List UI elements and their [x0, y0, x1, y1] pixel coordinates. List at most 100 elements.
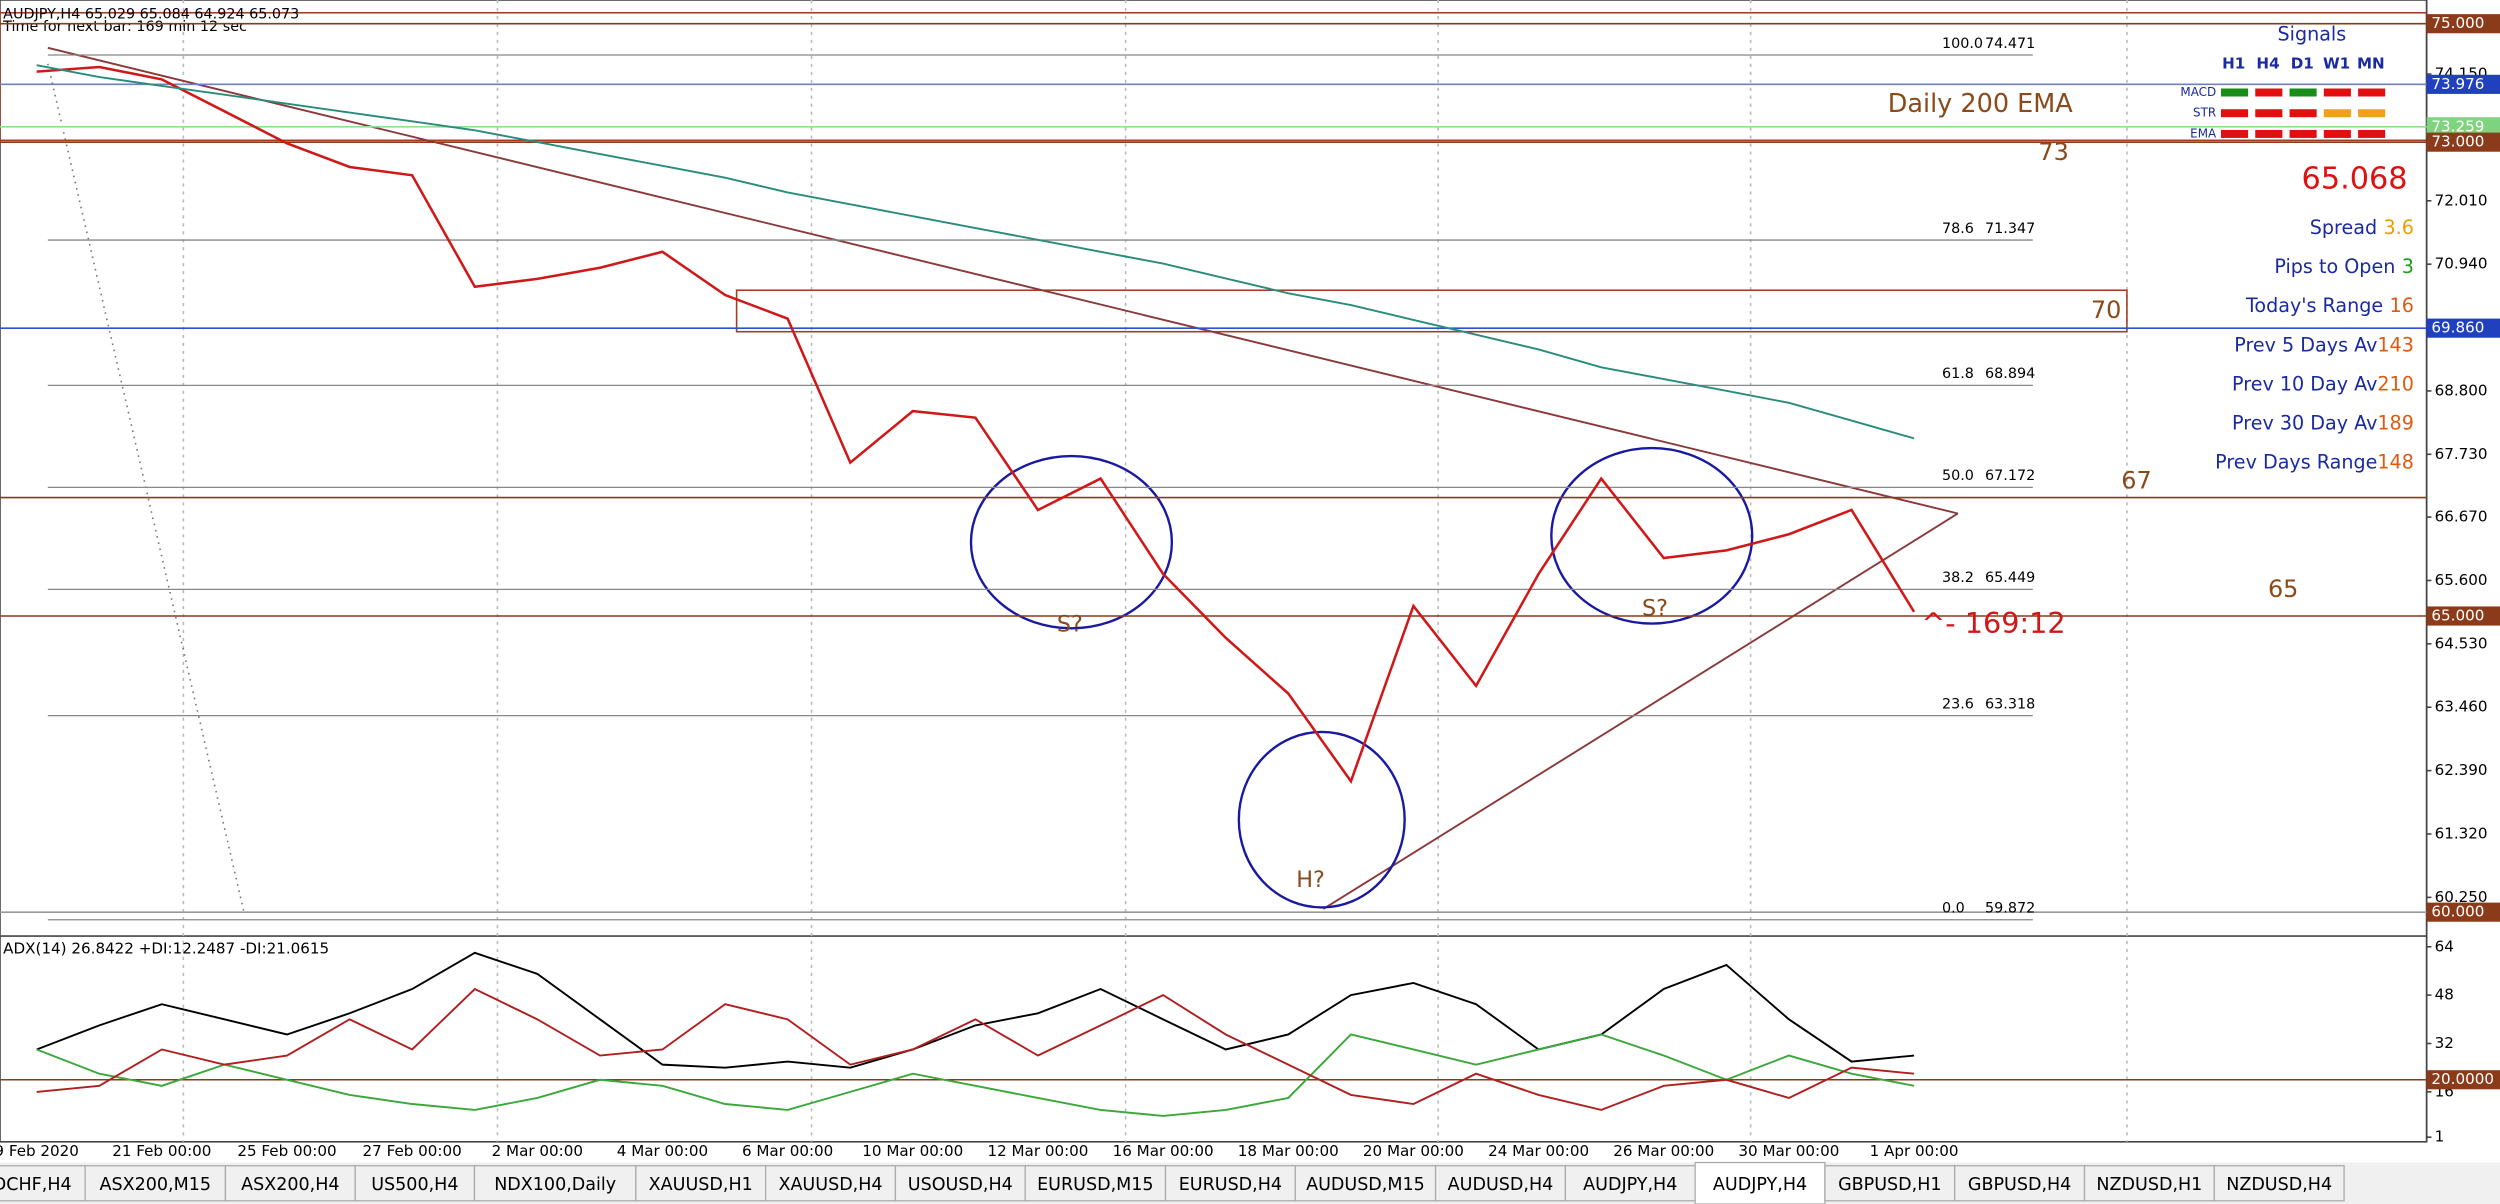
- signal-cell: [2220, 129, 2249, 138]
- tab-label[interactable]: US500,H4: [371, 1175, 458, 1195]
- tab-shape[interactable]: [1954, 1165, 2086, 1202]
- pattern-circle: [1550, 446, 1754, 625]
- tab-label[interactable]: XAUUSD,H1: [649, 1175, 753, 1195]
- tab[interactable]: AUDJPY,H4: [1694, 1161, 1826, 1204]
- tab[interactable]: GBPUSD,H1: [1824, 1165, 1956, 1202]
- tab-label[interactable]: XAUUSD,H4: [778, 1175, 882, 1195]
- price-box: [2426, 132, 2500, 152]
- tab-label[interactable]: GBPUSD,H4: [1968, 1175, 2071, 1195]
- series-line: [36, 64, 1915, 440]
- tab-label[interactable]: NDX100,Daily: [494, 1175, 616, 1195]
- tab[interactable]: AUDJPY,H4: [1564, 1165, 1696, 1202]
- fib-price: 67.172: [1985, 468, 2035, 484]
- stat-row: Prev Days Range148: [2215, 450, 2414, 473]
- tab[interactable]: ASX200,M15: [84, 1165, 227, 1202]
- fib-price: 59.872: [1985, 901, 2035, 917]
- tab[interactable]: USOUSD,H4: [894, 1165, 1026, 1202]
- tab-shape[interactable]: [1564, 1165, 1696, 1202]
- tab[interactable]: EURUSD,M15: [1024, 1165, 1167, 1202]
- tab-label[interactable]: NZDUSD,H1: [2096, 1175, 2202, 1195]
- tab[interactable]: USDCHF,H4: [0, 1165, 86, 1202]
- tab[interactable]: ASX200,H4: [224, 1165, 356, 1202]
- tab-shape[interactable]: [354, 1165, 476, 1202]
- current-price: 65.068: [2302, 162, 2408, 197]
- tab-label[interactable]: ASX200,M15: [100, 1175, 211, 1195]
- stat-label: Spread: [2310, 216, 2377, 239]
- y-tick-label: 32: [2435, 1034, 2454, 1052]
- tab-label[interactable]: USOUSD,H4: [908, 1175, 1013, 1195]
- signal-column: H4: [2256, 54, 2279, 72]
- annotation: 73: [2038, 138, 2068, 166]
- fib-price: 65.449: [1985, 570, 2035, 586]
- price-box: [2426, 318, 2500, 338]
- tab[interactable]: XAUUSD,H4: [764, 1165, 897, 1202]
- signal-column: MN: [2357, 54, 2385, 72]
- tab-label[interactable]: AUDUSD,M15: [1306, 1175, 1425, 1195]
- tab[interactable]: US500,H4: [354, 1165, 476, 1202]
- y-tick-label: 64.530: [2435, 634, 2488, 652]
- series-line: [36, 1033, 1915, 1117]
- price-box-label: 73.259: [2431, 117, 2484, 135]
- fib-level: 38.2: [1942, 570, 1974, 586]
- period-separators: [182, 0, 2128, 1142]
- signal-cell: [2220, 109, 2249, 118]
- tab-shape[interactable]: [2213, 1165, 2345, 1202]
- fib-level: 61.8: [1942, 366, 1974, 382]
- zone-box: [735, 289, 2128, 333]
- signal-cell: [2323, 88, 2351, 97]
- price-box: [2426, 14, 2500, 34]
- signal-row-label: STR: [2193, 106, 2216, 120]
- tab[interactable]: AUDUSD,M15: [1294, 1165, 1437, 1202]
- tab-label[interactable]: NZDUSD,H4: [2226, 1175, 2332, 1195]
- signal-cell: [2289, 88, 2317, 97]
- price-box-label: 73.976: [2431, 75, 2484, 93]
- y-tick-label: 64: [2435, 937, 2454, 955]
- stat-label: Prev 30 Day Av: [2232, 411, 2377, 434]
- tab[interactable]: NDX100,Daily: [473, 1165, 637, 1202]
- trendline: [1322, 512, 1959, 910]
- tab-label[interactable]: EURUSD,M15: [1037, 1175, 1153, 1195]
- price-box-label: 75.000: [2431, 14, 2484, 32]
- price-box: [2426, 117, 2500, 137]
- tab[interactable]: XAUUSD,H1: [635, 1165, 767, 1202]
- tab-label[interactable]: GBPUSD,H1: [1838, 1175, 1941, 1195]
- y-tick-label: 70.940: [2435, 255, 2488, 273]
- tab[interactable]: AUDUSD,H4: [1434, 1165, 1567, 1202]
- symbol-line: AUDJPY,H4 65.029 65.084 64.924 65.073: [3, 6, 299, 22]
- signal-cell: [2255, 88, 2283, 97]
- tab-label[interactable]: AUDUSD,H4: [1448, 1175, 1554, 1195]
- tab-label[interactable]: EURUSD,H4: [1179, 1175, 1282, 1195]
- annotation: Daily 200 EMA: [1888, 89, 2073, 119]
- tab-shape[interactable]: [1164, 1165, 1296, 1202]
- tab[interactable]: EURUSD,H4: [1164, 1165, 1296, 1202]
- stat-row: Prev 5 Days Av143: [2234, 333, 2414, 356]
- x-tick-label: 10 Mar 00:00: [862, 1142, 963, 1160]
- tab-label[interactable]: ASX200,H4: [241, 1175, 339, 1195]
- stat-label: Today's Range: [2245, 294, 2383, 317]
- tab-shape[interactable]: [1824, 1165, 1956, 1202]
- x-tick-label: 30 Mar 00:00: [1738, 1142, 1839, 1160]
- signal-column: D1: [2291, 54, 2314, 72]
- x-tick-label: 20 Mar 00:00: [1363, 1142, 1464, 1160]
- x-tick-label: 26 Mar 00:00: [1613, 1142, 1714, 1160]
- tab-shape[interactable]: [1694, 1161, 1826, 1204]
- tab[interactable]: NZDUSD,H1: [2083, 1165, 2215, 1202]
- price-box: [2426, 74, 2500, 94]
- tab-shape[interactable]: [1024, 1165, 1167, 1202]
- tab-shape[interactable]: [2083, 1165, 2215, 1202]
- tab[interactable]: NZDUSD,H4: [2213, 1165, 2345, 1202]
- tab-label[interactable]: USDCHF,H4: [0, 1175, 72, 1195]
- tab-label[interactable]: AUDJPY,H4: [1583, 1175, 1677, 1195]
- tab-label[interactable]: AUDJPY,H4: [1713, 1175, 1807, 1195]
- y-tick-label: 68.800: [2435, 381, 2488, 399]
- tab[interactable]: GBPUSD,H4: [1954, 1165, 2086, 1202]
- x-tick-label: 1 Apr 00:00: [1870, 1142, 1959, 1160]
- price-box: [2426, 606, 2500, 626]
- signals-title: Signals: [2278, 23, 2347, 46]
- tab-shape[interactable]: [635, 1165, 767, 1202]
- tab-shape[interactable]: [764, 1165, 897, 1202]
- x-tick-label: 25 Feb 00:00: [237, 1142, 336, 1160]
- tab-shape[interactable]: [224, 1165, 356, 1202]
- tab-shape[interactable]: [473, 1165, 637, 1202]
